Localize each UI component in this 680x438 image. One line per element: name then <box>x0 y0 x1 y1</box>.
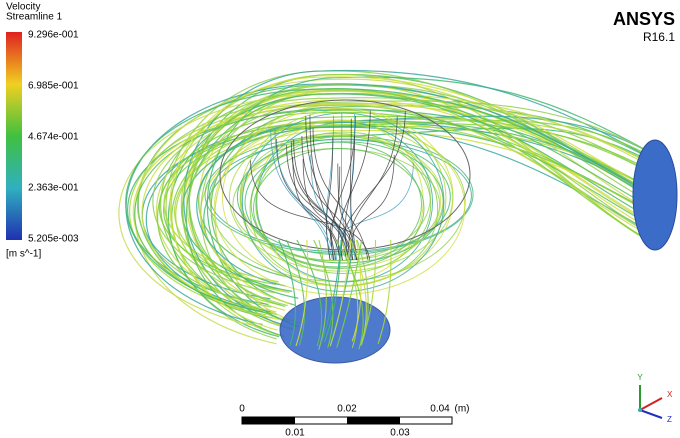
scale-label: 0.03 <box>390 428 410 438</box>
streamlines <box>119 71 650 344</box>
legend-label: 4.674e-001 <box>28 132 79 143</box>
scale-label: 0 <box>239 404 245 415</box>
axis-triad <box>638 385 662 418</box>
scale-bar <box>242 417 452 424</box>
legend-subtitle: Streamline 1 <box>6 12 63 23</box>
triad-label: X <box>667 390 673 399</box>
scale-label: 0.01 <box>285 428 305 438</box>
triad-label: Y <box>637 373 643 382</box>
outlet <box>633 140 677 250</box>
scale-unit: (m) <box>455 404 470 415</box>
legend-label: 2.363e-001 <box>28 183 79 194</box>
legend-label: 9.296e-001 <box>28 30 79 41</box>
scale-segment <box>242 417 295 424</box>
triad-axis <box>640 410 662 418</box>
scale-label: 0.04 <box>430 404 450 415</box>
triad-axis <box>640 398 662 410</box>
triad-origin <box>638 408 642 412</box>
legend-label: 6.985e-001 <box>28 81 79 92</box>
color-bar <box>6 32 22 240</box>
scale-segment <box>347 417 400 424</box>
legend-label: 5.205e-003 <box>28 234 79 245</box>
triad-label: Z <box>667 415 672 424</box>
scale-label: 0.02 <box>337 404 357 415</box>
viewport: Velocity Streamline 1 9.296e-001 6.985e-… <box>0 0 680 438</box>
legend-unit: [m s^-1] <box>6 249 41 260</box>
brand-version: R16.1 <box>643 30 675 44</box>
brand-name: ANSYS <box>613 9 675 29</box>
